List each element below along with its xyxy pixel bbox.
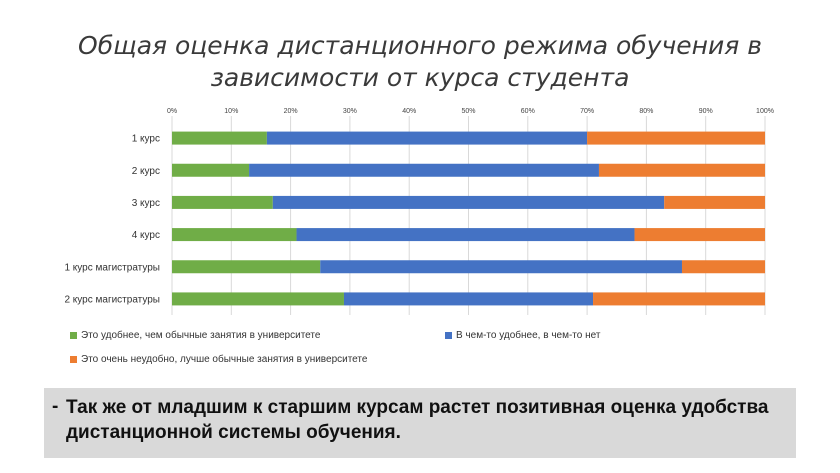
bar-segment-series-2 [598,163,765,177]
x-tick-label: 30% [343,108,357,115]
bar-segment-series-0 [172,260,321,274]
legend-label-orange: Это очень неудобно, лучше обычные заняти… [81,354,368,365]
category-label: 2 курс [132,166,160,177]
legend-swatch-orange [70,356,77,363]
bar-segment-series-2 [664,195,765,209]
bar-segment-series-1 [320,260,682,274]
bar-segment-series-0 [172,131,267,145]
bar-segment-series-2 [634,228,765,242]
x-tick-label: 70% [580,108,594,115]
bar-segment-series-0 [172,292,344,306]
bar-segment-series-2 [587,131,765,145]
stacked-bar-chart: 0% 10% 20% 30% 40% 50% 60% 70% 80% 90% 100% 1 курс 2… [64,108,774,315]
bar-segment-series-1 [272,195,665,209]
x-tick-label: 50% [461,108,475,115]
note-bullet: - [52,396,59,417]
legend-item-orange: Это очень неудобно, лучше обычные заняти… [70,354,367,365]
note-text: Так же от младшим к старшим курсам расте… [66,397,769,443]
x-tick-label: 60% [521,108,535,115]
category-label: 1 курс [132,134,160,145]
legend-swatch-blue [445,332,452,339]
bar-segment-series-1 [266,131,588,145]
legend-label-blue: В чем-то удобнее, в чем-то нет [456,330,601,341]
x-tick-label: 40% [402,108,416,115]
conclusion-note: - Так же от младшим к старшим курсам рас… [44,388,796,458]
bar-segment-series-0 [172,163,250,177]
legend-item-blue: В чем-то удобнее, в чем-то нет [445,330,600,341]
category-label: 3 курс [132,198,160,209]
category-label: 2 курс магистратуры [64,294,160,305]
legend-swatch-green [70,332,77,339]
x-tick-label: 10% [224,108,238,115]
x-tick-label: 20% [284,108,298,115]
chart-title: Общая оценка дистанционного режима обуче… [78,31,762,92]
bar-segment-series-1 [296,228,635,242]
bar-segment-series-2 [681,260,765,274]
bar-segment-series-1 [249,163,599,177]
bar-segment-series-0 [172,195,273,209]
legend-label-green: Это удобнее, чем обычные занятия в униве… [81,330,321,341]
bar-segment-series-1 [343,292,594,306]
x-tick-label: 0% [167,108,177,115]
x-tick-label: 80% [639,108,653,115]
bar-segment-series-2 [593,292,765,306]
category-label: 4 курс [132,230,160,241]
bar-segment-series-0 [172,228,297,242]
x-tick-label: 90% [699,108,713,115]
x-tick-label: 100% [756,108,774,115]
legend-item-green: Это удобнее, чем обычные занятия в униве… [70,330,320,341]
category-label: 1 курс магистратуры [64,262,160,273]
